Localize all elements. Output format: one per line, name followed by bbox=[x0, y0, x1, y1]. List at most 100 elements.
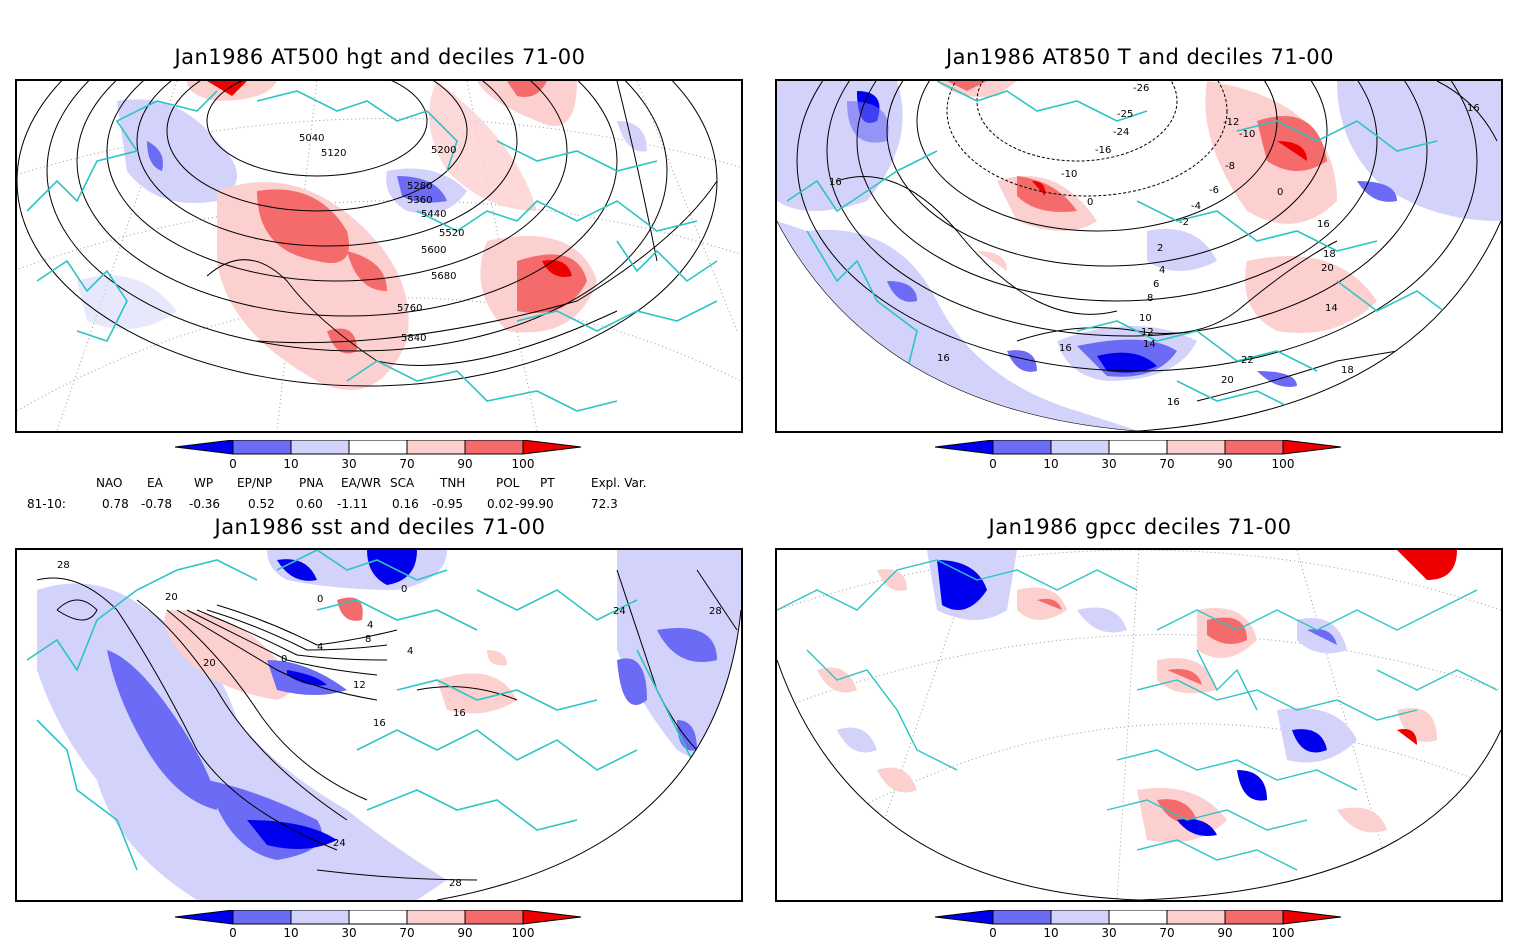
contour-label: 5440 bbox=[421, 209, 446, 220]
colorbar-tick: 70 bbox=[1159, 457, 1174, 471]
contour-label: 5600 bbox=[421, 245, 446, 256]
colorbar-swatch bbox=[1051, 440, 1109, 454]
colorbar-swatch bbox=[1225, 910, 1283, 924]
colorbar-swatch bbox=[523, 910, 581, 924]
contour-labels: -26 -25 -24 -16 -12 -10 -10 -8 -6 -4 -2 … bbox=[829, 83, 1480, 408]
index-header-pol: POL bbox=[496, 476, 520, 490]
contour-label: 5520 bbox=[439, 228, 464, 239]
index-value-epnp: 0.52 bbox=[248, 497, 275, 511]
contour-label: 0 bbox=[317, 594, 323, 605]
contour-label: -10 bbox=[1061, 169, 1077, 180]
map-boundary bbox=[777, 659, 1501, 900]
contour-label: -10 bbox=[1239, 129, 1255, 140]
index-value-expl-var: 72.3 bbox=[591, 497, 618, 511]
index-header-wp: WP bbox=[194, 476, 214, 490]
colorbar-ticks: 0 10 30 70 90 100 bbox=[989, 457, 1294, 471]
index-header-pt: PT bbox=[540, 476, 555, 490]
colorbar-swatches bbox=[175, 440, 582, 455]
contour-label: 6 bbox=[1153, 279, 1159, 290]
colorbar-swatch bbox=[407, 910, 465, 924]
colorbar-tick: 10 bbox=[1043, 926, 1058, 940]
teleconnection-indices: NAO EA WP EP/NP PNA EA/WR SCA TNH POL PT… bbox=[0, 474, 760, 514]
coastlines bbox=[786, 81, 1478, 412]
contour-label: -12 bbox=[1223, 117, 1239, 128]
colorbar-tick: 70 bbox=[1159, 926, 1174, 940]
colorbar-swatch bbox=[175, 440, 233, 454]
contour-label: 8 bbox=[365, 634, 371, 645]
colorbar-tick: 0 bbox=[229, 457, 237, 471]
contour-label: 5200 bbox=[431, 145, 456, 156]
contour-label: 5840 bbox=[401, 333, 426, 344]
contour-label: 24 bbox=[613, 606, 626, 617]
contour-label: -16 bbox=[1095, 145, 1111, 156]
coastlines bbox=[777, 559, 1498, 871]
contour-label: -8 bbox=[1225, 161, 1235, 172]
contour-label: 28 bbox=[709, 606, 722, 617]
contour-label: 20 bbox=[1321, 263, 1334, 274]
contour-label: 28 bbox=[449, 878, 462, 889]
colorbar-swatches bbox=[175, 910, 582, 925]
colorbar-swatch bbox=[233, 440, 291, 454]
colorbar-tick: 30 bbox=[341, 926, 356, 940]
colorbar-swatch bbox=[175, 910, 233, 924]
contour-label: 20 bbox=[203, 658, 216, 669]
index-header-ea: EA bbox=[147, 476, 163, 490]
colorbar-swatch bbox=[349, 440, 407, 454]
coastlines bbox=[26, 550, 698, 871]
map-t850: -26 -25 -24 -16 -12 -10 -10 -8 -6 -4 -2 … bbox=[777, 81, 1501, 431]
colorbar-ticks: 0 10 30 70 90 100 bbox=[229, 457, 534, 471]
colorbar-tick: 90 bbox=[1217, 457, 1232, 471]
contour-label: -26 bbox=[1133, 83, 1149, 94]
colorbar-tick: 0 bbox=[229, 926, 237, 940]
contour-label: 0 bbox=[1087, 197, 1093, 208]
decile-shading bbox=[817, 550, 1457, 843]
index-header-expl-var: Expl. Var. bbox=[591, 476, 647, 490]
map-sst: 28 20 0 0 4 8 0 4 12 16 20 24 28 24 28 1… bbox=[26, 550, 741, 900]
colorbar-tick: 100 bbox=[1272, 926, 1295, 940]
contour-label: 0 bbox=[401, 584, 407, 595]
contour-label: 10 bbox=[1139, 313, 1152, 324]
map-panel-sst: 28 20 0 0 4 8 0 4 12 16 20 24 28 24 28 1… bbox=[15, 548, 743, 902]
contour-label: 16 bbox=[1167, 397, 1180, 408]
contour-labels: 28 20 0 0 4 8 0 4 12 16 20 24 28 24 28 1… bbox=[57, 560, 722, 889]
contour-label: 22 bbox=[1241, 355, 1254, 366]
index-header-epnp: EP/NP bbox=[237, 476, 273, 490]
contour-label: 16 bbox=[937, 353, 950, 364]
contour-label: -25 bbox=[1117, 109, 1133, 120]
colorbar-swatch bbox=[1225, 440, 1283, 454]
contour-label: -4 bbox=[1191, 201, 1201, 212]
contour-label: 14 bbox=[1143, 339, 1156, 350]
index-value-pna: 0.60 bbox=[296, 497, 323, 511]
contour-label: 5040 bbox=[299, 133, 324, 144]
contour-label: -24 bbox=[1113, 127, 1129, 138]
colorbar-swatch bbox=[465, 910, 523, 924]
colorbar-tick: 10 bbox=[283, 926, 298, 940]
contour-label: 28 bbox=[57, 560, 70, 571]
contour-label: -6 bbox=[1209, 185, 1219, 196]
colorbar-swatch bbox=[291, 910, 349, 924]
index-header-tnh: TNH bbox=[440, 476, 466, 490]
contour-label: 4 bbox=[317, 642, 323, 653]
contour-label: 5120 bbox=[321, 148, 346, 159]
colorbar-ticks: 0 10 30 70 90 100 bbox=[989, 926, 1294, 940]
index-header-sca: SCA bbox=[390, 476, 415, 490]
colorbar-swatch bbox=[1283, 910, 1341, 924]
colorbar-swatch bbox=[935, 910, 993, 924]
colorbar-swatch bbox=[1167, 910, 1225, 924]
contour-label: 5280 bbox=[407, 181, 432, 192]
contour-label: 8 bbox=[1147, 293, 1153, 304]
colorbar-swatch bbox=[1109, 910, 1167, 924]
colorbar-tick: 10 bbox=[1043, 457, 1058, 471]
decile-shading bbox=[777, 81, 1501, 431]
colorbar-tick: 90 bbox=[457, 457, 472, 471]
colorbar-swatches bbox=[935, 440, 1342, 455]
map-panel-gpcc bbox=[775, 548, 1503, 902]
colorbar-tick: 30 bbox=[1101, 926, 1116, 940]
colorbar-swatch bbox=[349, 910, 407, 924]
colorbar-swatch bbox=[407, 440, 465, 454]
contour-label: 5760 bbox=[397, 303, 422, 314]
index-value-tnh: -0.95 bbox=[432, 497, 464, 511]
contour-label: 20 bbox=[165, 592, 178, 603]
panel-title-hgt500: Jan1986 AT500 hgt and deciles 71-00 bbox=[174, 45, 586, 69]
colorbar-tick: 70 bbox=[399, 457, 414, 471]
